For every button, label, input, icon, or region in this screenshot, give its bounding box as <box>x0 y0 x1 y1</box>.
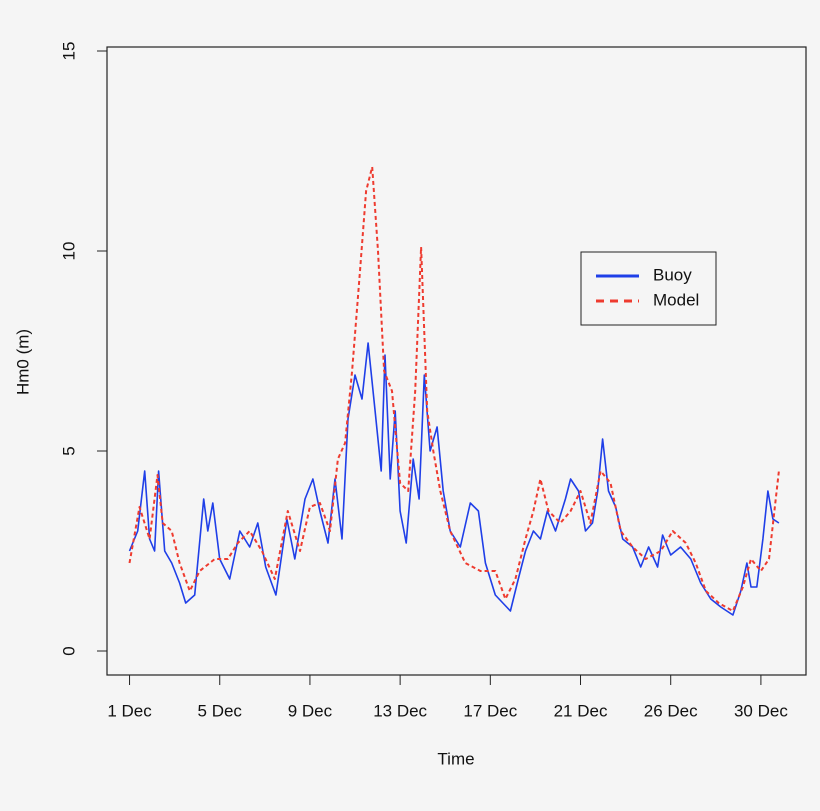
x-tick-label: 17 Dec <box>463 701 517 720</box>
x-axis-label: Time <box>437 749 474 768</box>
data-line <box>128 166 780 612</box>
x-tick-label: 30 Dec <box>734 701 788 720</box>
legend-label: Model <box>653 290 699 309</box>
legend-label: Buoy <box>653 265 692 284</box>
x-tick-label: 13 Dec <box>373 701 427 720</box>
y-axis-label: Hm0 (m) <box>13 329 32 395</box>
legend-box <box>580 251 717 326</box>
y-tick-label: 0 <box>59 646 78 655</box>
y-tick-label: 15 <box>59 42 78 61</box>
x-tick-label: 9 Dec <box>288 701 333 720</box>
x-tick-label: 1 Dec <box>107 701 152 720</box>
plot-frame <box>106 46 807 676</box>
x-tick-label: 5 Dec <box>198 701 243 720</box>
x-tick-label: 21 Dec <box>554 701 608 720</box>
y-tick-label: 5 <box>59 446 78 455</box>
x-tick-label: 26 Dec <box>644 701 698 720</box>
y-tick-label: 10 <box>59 242 78 261</box>
